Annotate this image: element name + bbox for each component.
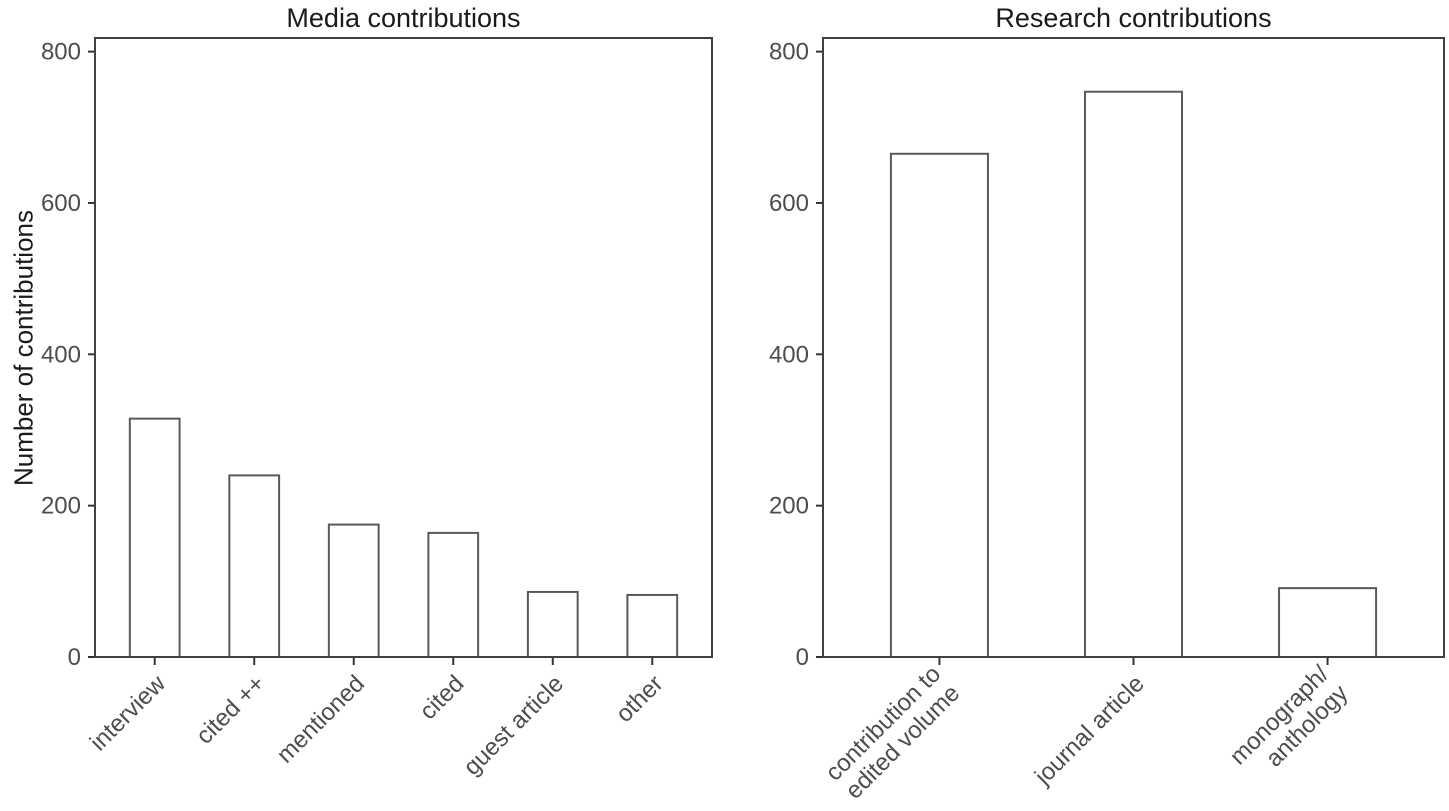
left-panel-title: Media contributions — [286, 3, 521, 33]
y-axis-tick-label: 400 — [769, 341, 809, 368]
bar-monograph- — [1278, 587, 1378, 658]
bar-mentioned — [327, 523, 380, 659]
x-axis-category-label: interview — [85, 670, 172, 757]
bar-journal-article — [1083, 90, 1184, 659]
right-panel-title: Research contributions — [995, 3, 1272, 33]
y-axis-tick-label: 600 — [769, 190, 809, 217]
bar-cited — [427, 531, 480, 659]
x-axis-category-label: guest article — [458, 670, 569, 781]
x-axis-category-label: mentioned — [272, 670, 370, 768]
x-axis-category-label: journal article — [1029, 670, 1150, 791]
bar-interview — [128, 417, 181, 658]
y-axis-tick-label: 0 — [796, 644, 809, 671]
panel-border-left — [94, 37, 713, 658]
y-axis-tick-label: 200 — [769, 493, 809, 520]
y-axis-tick-label: 0 — [68, 644, 81, 671]
y-axis-tick-label: 200 — [41, 493, 81, 520]
y-axis-tick-label: 600 — [41, 190, 81, 217]
bar-other — [626, 593, 679, 659]
y-axis-tick-label: 800 — [769, 39, 809, 66]
bar-guest-article — [526, 590, 579, 658]
x-axis-category-label: other — [611, 670, 669, 728]
panel-border-right — [822, 37, 1445, 658]
bar-cited- — [228, 474, 281, 659]
y-axis-tick-label: 800 — [41, 39, 81, 66]
y-axis-tick-label: 400 — [41, 341, 81, 368]
x-axis-category-label: cited — [415, 670, 470, 725]
x-axis-category-label: cited ++ — [191, 670, 270, 749]
bar-contribution-to — [889, 152, 989, 659]
